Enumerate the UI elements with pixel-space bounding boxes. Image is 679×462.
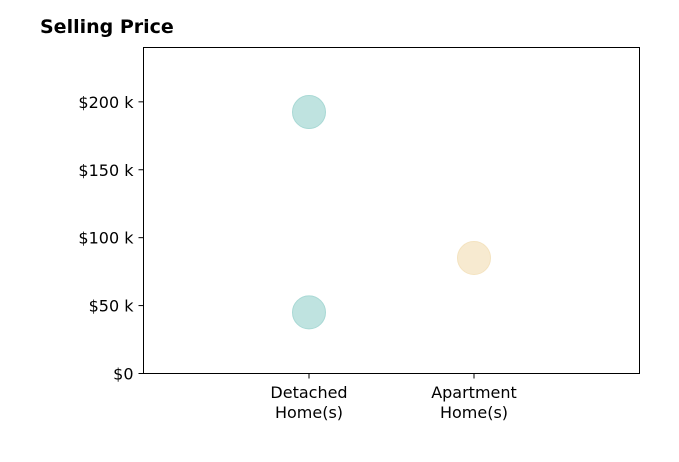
data-point: [457, 241, 491, 276]
data-points: [292, 95, 491, 330]
x-axis: Detached Home(s) Apartment Home(s): [270, 373, 517, 422]
y-tick-label: $50 k: [89, 297, 135, 316]
chart-title: Selling Price: [40, 16, 174, 38]
y-tick-label: $150 k: [78, 161, 134, 180]
y-axis: $0 $50 k $100 k $150 k $200 k: [78, 93, 144, 384]
y-tick-label: $0: [113, 365, 133, 384]
y-tick-label: $200 k: [78, 93, 134, 112]
x-tick-label: Apartment Home(s): [431, 383, 517, 422]
x-tick-label: Detached Home(s): [270, 383, 347, 422]
y-tick-label: $100 k: [78, 229, 134, 248]
plot-frame: [143, 47, 640, 374]
data-point: [292, 95, 326, 130]
data-point: [292, 295, 326, 330]
